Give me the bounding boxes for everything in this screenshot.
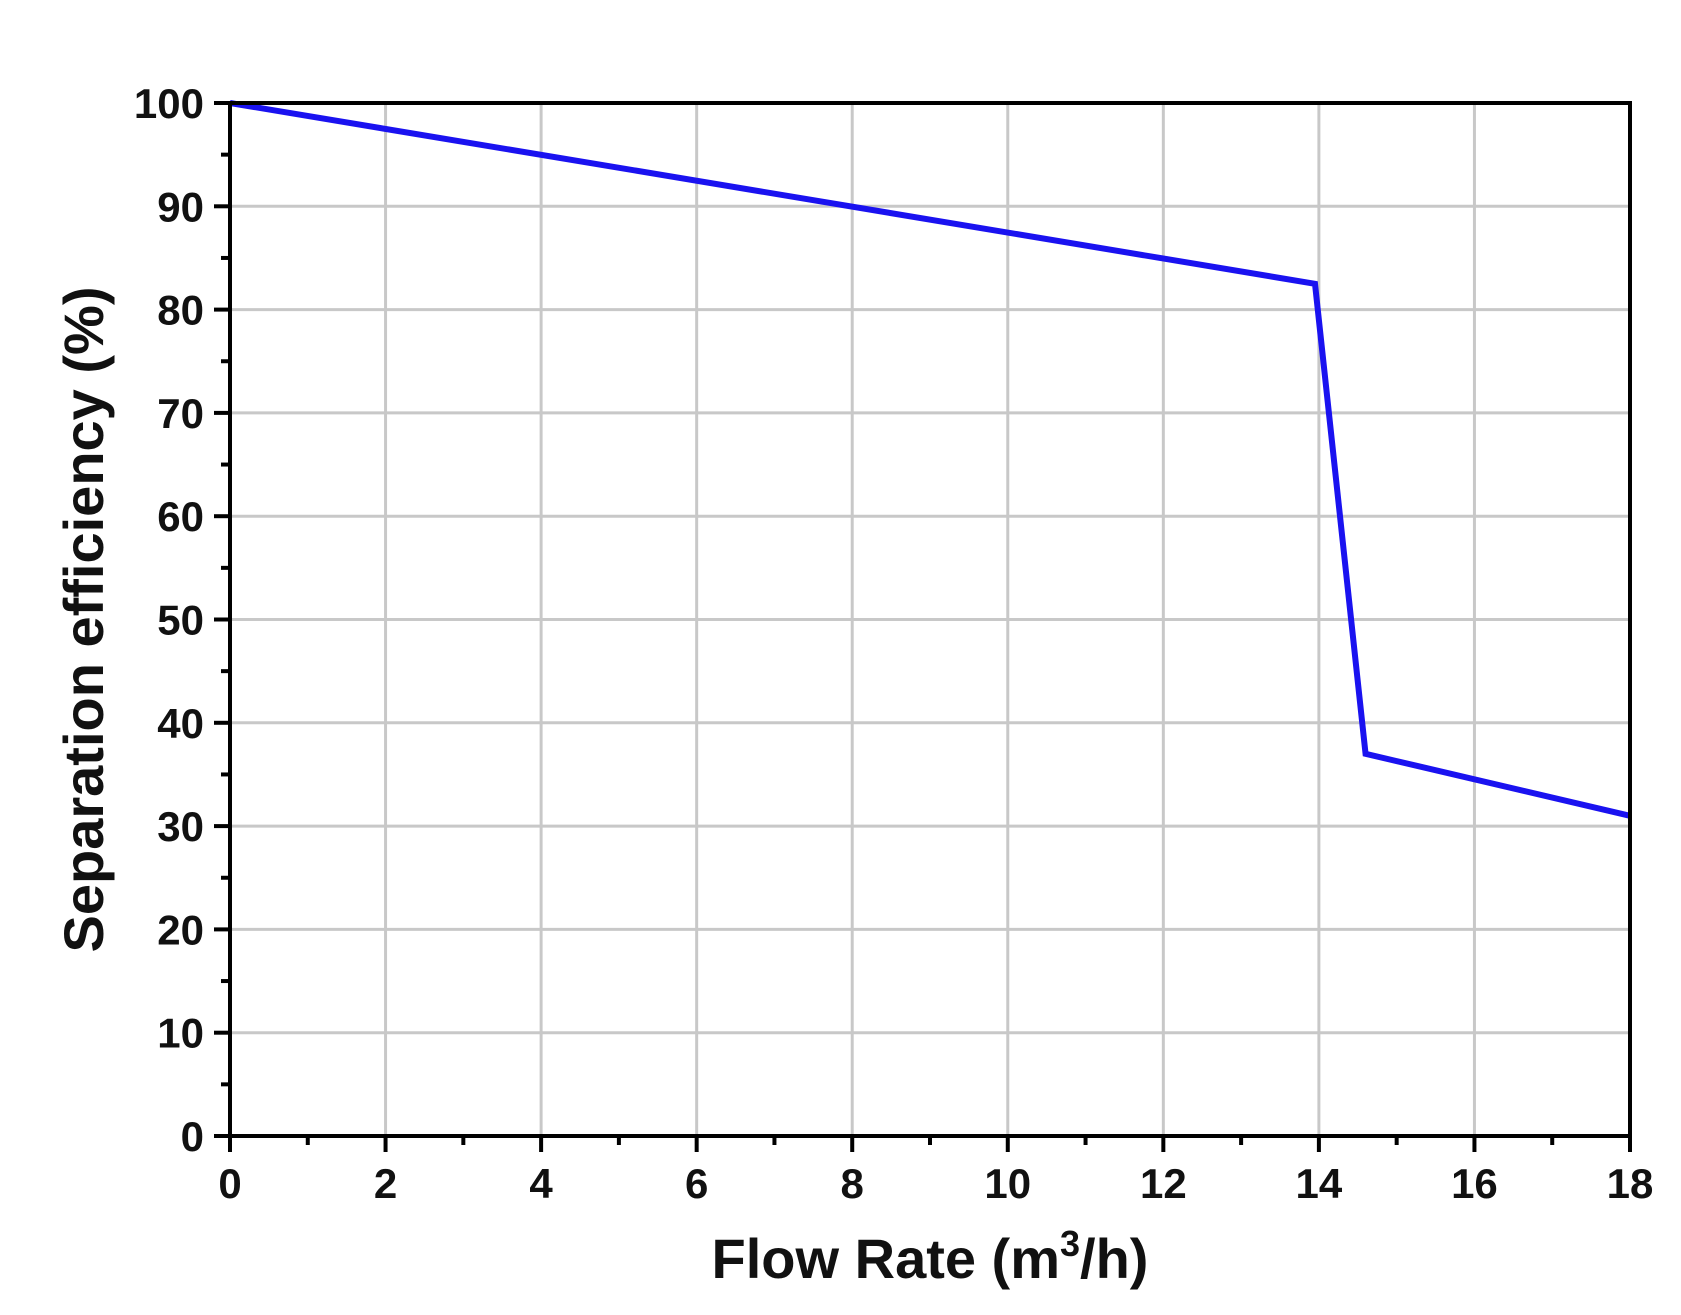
y-tick-label: 70 [157,390,204,437]
x-tick-label: 14 [1296,1160,1343,1207]
x-tick-label: 12 [1140,1160,1187,1207]
x-axis-title: Flow Rate (m3/h) [712,1223,1149,1290]
y-tick-labels: 0 10 20 30 40 50 60 70 80 90 100 [134,80,204,1160]
x-tick-label: 8 [841,1160,864,1207]
y-tick-label: 0 [181,1113,204,1160]
x-tick-label: 10 [984,1160,1031,1207]
x-axis-title-main: Flow Rate (m [712,1227,1060,1290]
grid [228,101,1632,1138]
y-tick-label: 100 [134,80,204,127]
x-tick-labels: 0 2 4 6 8 10 12 14 16 18 [218,1160,1653,1207]
x-axis-title-end: /h) [1080,1227,1148,1290]
y-tick-label: 40 [157,700,204,747]
y-tick-label: 60 [157,493,204,540]
series-layer [229,100,1631,819]
x-tick-label: 18 [1607,1160,1654,1207]
y-tick-label: 90 [157,183,204,230]
y-tick-label: 30 [157,803,204,850]
x-tick-label: 0 [218,1160,241,1207]
ticks [214,101,1632,1152]
y-tick-label: 50 [157,597,204,644]
x-tick-label: 4 [529,1160,553,1207]
y-tick-label: 10 [157,1010,204,1057]
x-axis-title-sup: 3 [1060,1223,1080,1264]
y-tick-label: 20 [157,906,204,953]
series-line [229,100,1631,819]
y-axis-title: Separation efficiency (%) [52,287,115,953]
y-tick-label: 80 [157,287,204,334]
x-tick-label: 16 [1451,1160,1498,1207]
x-tick-label: 2 [374,1160,397,1207]
x-tick-label: 6 [685,1160,708,1207]
